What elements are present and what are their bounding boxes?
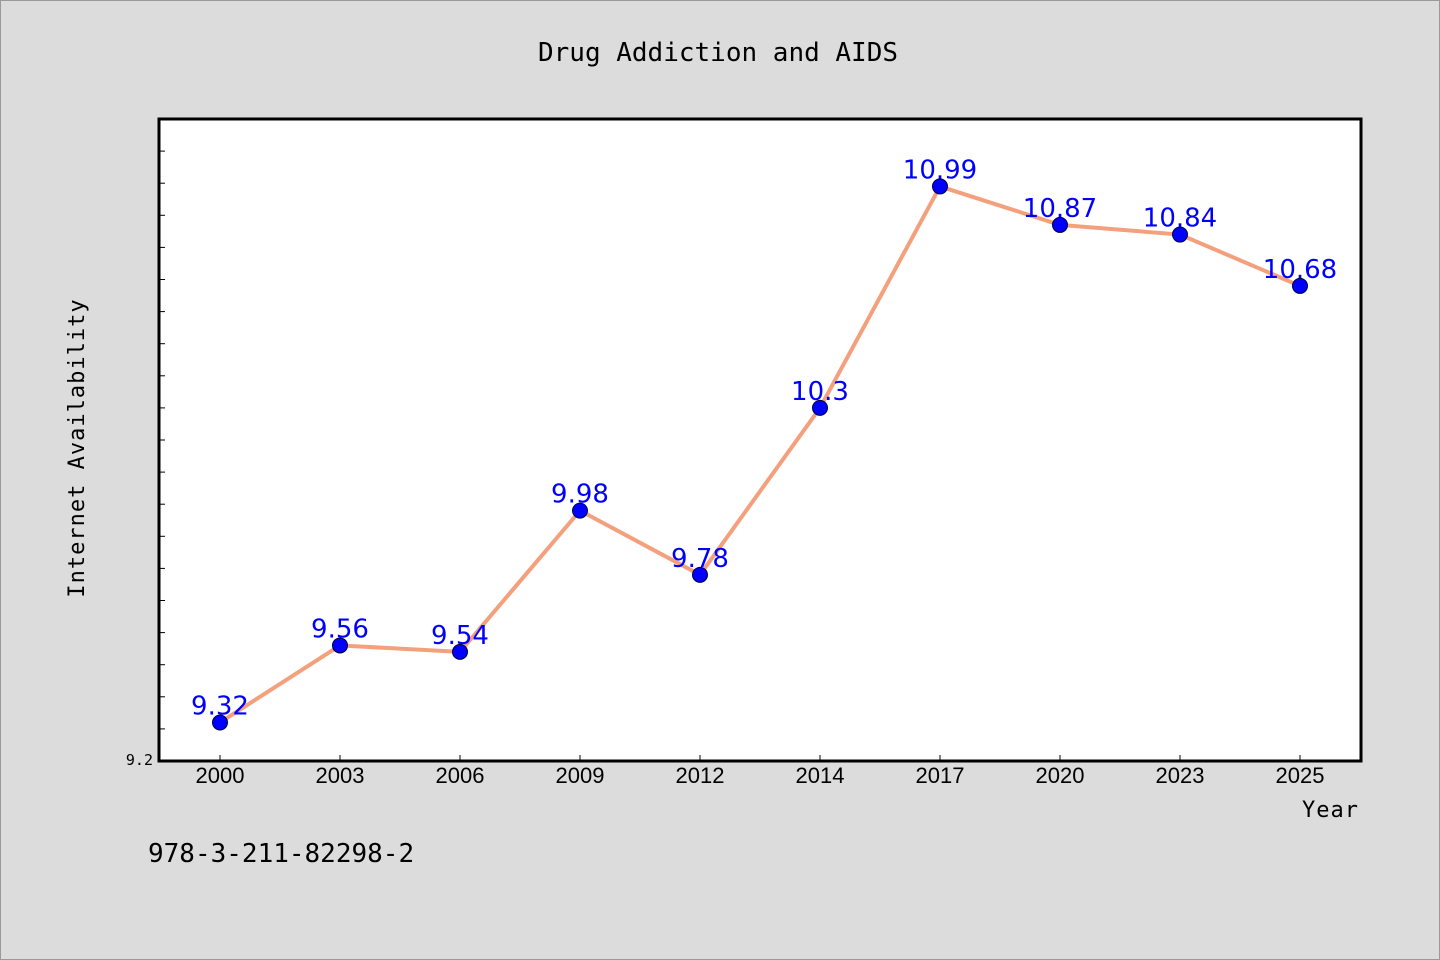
data-markers (212, 178, 1308, 731)
x-axis-tick-labels: 2000 2003 2006 2009 2012 2014 2017 2020 2023 2025 (196, 763, 1325, 788)
data-point-marker (692, 566, 708, 583)
y-axis-label: Internet Availability (65, 298, 90, 597)
data-label: 9.78 (671, 544, 729, 574)
x-axis-tick-label: 2025 (1276, 763, 1325, 788)
series-lines (218, 184, 1302, 725)
data-label: 9.54 (431, 621, 489, 651)
data-label: 9.98 (551, 480, 609, 510)
data-point-marker (1172, 226, 1188, 243)
footer-isbn: 978-3-211-82298-2 (148, 839, 414, 869)
data-point-marker (212, 714, 228, 731)
x-axis-ticks (219, 755, 1301, 761)
data-label: 10.99 (903, 155, 977, 185)
data-point-marker (452, 643, 468, 660)
x-axis-tick-label: 2006 (436, 763, 485, 788)
y-axis-tick-labels: 9.2 (126, 751, 153, 769)
data-label: 10.84 (1143, 204, 1217, 234)
data-label: 10.87 (1023, 194, 1097, 224)
x-axis-tick-label: 2012 (676, 763, 725, 788)
x-axis-tick-label: 2003 (316, 763, 365, 788)
data-point-marker (332, 637, 348, 654)
data-point-marker (812, 399, 828, 416)
x-axis-tick-label: 2020 (1036, 763, 1085, 788)
x-axis-label: Year (1302, 798, 1359, 823)
x-axis-tick-label: 2000 (196, 763, 245, 788)
data-label: 9.32 (191, 691, 249, 721)
y-axis-tick-label: 9.2 (126, 751, 153, 769)
data-point-marker (1292, 277, 1308, 294)
x-axis-tick-label: 2023 (1156, 763, 1205, 788)
data-label: 10.3 (791, 377, 849, 407)
x-axis-tick-label: 2014 (796, 763, 845, 788)
data-point-marker (572, 502, 588, 519)
data-point-marker (1052, 216, 1068, 233)
data-point-marker (932, 178, 948, 195)
x-axis-tick-label: 2009 (556, 763, 605, 788)
plot-area (157, 117, 1363, 763)
x-axis-tick-label: 2017 (916, 763, 965, 788)
data-label: 9.56 (311, 614, 369, 644)
chart-title: Drug Addiction and AIDS (538, 38, 898, 68)
data-label: 10.68 (1263, 255, 1337, 285)
series-line (218, 184, 1302, 725)
data-labels: 9.32 9.56 9.54 9.98 9.78 10.3 10.99 10.87 10.84 1… (191, 155, 1337, 721)
y-axis-ticks (158, 150, 165, 730)
